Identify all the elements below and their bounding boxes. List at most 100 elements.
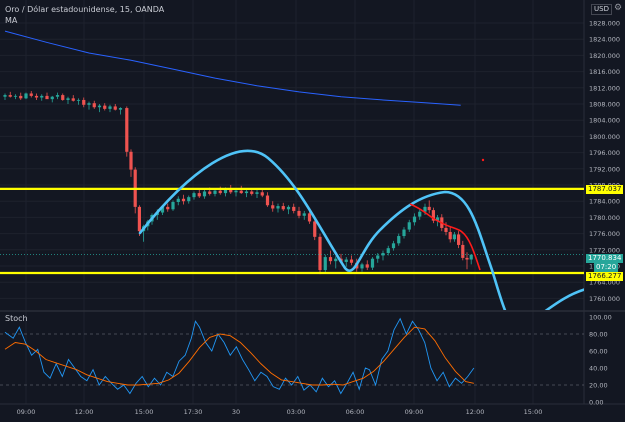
currency-button[interactable]: USD <box>591 4 612 15</box>
time-tick-label: 09:00 <box>17 408 36 416</box>
price-tick-label: 1824.000 <box>589 36 620 44</box>
gear-icon[interactable]: ⚙ <box>614 3 623 13</box>
drawings[interactable] <box>138 149 590 328</box>
candle-body <box>407 222 411 230</box>
candle-body <box>82 99 86 105</box>
time-tick-label: 09:00 <box>405 408 424 416</box>
candles <box>3 91 473 275</box>
stoch-tick-label: 40.00 <box>589 365 608 373</box>
candle-body <box>250 191 254 194</box>
blue-curve-tail <box>612 320 625 360</box>
price-tick-label: 1804.000 <box>589 117 620 125</box>
candle-body <box>292 206 296 211</box>
stoch-tick-label: 80.00 <box>589 331 608 339</box>
time-tick-label: 06:00 <box>346 408 365 416</box>
candle-body <box>239 190 243 194</box>
candle-body <box>55 95 60 97</box>
last-price-tag: 1770.834 <box>586 254 624 263</box>
candle-body <box>234 190 238 193</box>
moving-average-line <box>4 30 461 106</box>
time-tick-label: 12:00 <box>466 408 485 416</box>
candle-body <box>344 259 348 262</box>
candle-body <box>297 210 301 216</box>
candle-body <box>108 106 112 109</box>
stoch-tick-label: 60.00 <box>589 348 608 356</box>
candle-body <box>40 95 44 98</box>
candle-body <box>313 221 317 237</box>
price-tick-label: 1800.000 <box>589 133 620 141</box>
time-tick-label: 15:00 <box>135 408 154 416</box>
price-tick-label: 1772.000 <box>589 246 620 254</box>
candle-body <box>13 95 18 97</box>
candle-body <box>87 103 91 105</box>
red-marker-dot <box>481 158 485 162</box>
lower-line-price-tag: 1766.277 <box>586 272 624 281</box>
price-tick-label: 1764.000 <box>589 279 620 287</box>
time-axis[interactable]: 09:00 12:00 15:00 17:30 30 03:00 06:00 09:00 12:… <box>17 408 543 416</box>
candle-body <box>45 95 49 100</box>
candle-body <box>427 206 431 211</box>
candle-body <box>8 95 12 97</box>
candle-body <box>50 96 54 100</box>
candle-body <box>137 206 141 232</box>
candle-body <box>328 257 333 262</box>
price-tick-label: 1828.000 <box>589 20 620 28</box>
candle-body <box>218 190 222 194</box>
candle-body <box>223 189 228 194</box>
price-tick-label: 1776.000 <box>589 230 620 238</box>
candle-body <box>370 258 375 268</box>
candle-body <box>307 213 312 222</box>
candle-body <box>457 234 461 245</box>
price-tick-label: 1812.000 <box>589 84 620 92</box>
candle-body <box>118 108 123 110</box>
candle-body <box>29 93 33 96</box>
candle-body <box>181 198 186 202</box>
candle-body <box>260 192 264 196</box>
candle-body <box>381 253 385 256</box>
countdown-tag: 07:20 <box>594 263 619 272</box>
candle-body <box>202 191 207 197</box>
candle-body <box>197 193 201 197</box>
candle-body <box>129 151 133 170</box>
candle-body <box>76 99 81 101</box>
stoch-indicator-label[interactable]: Stoch <box>5 314 28 323</box>
candle-body <box>97 105 102 108</box>
time-tick-label: 30 <box>232 408 240 416</box>
candle-body <box>302 213 306 216</box>
candle-body <box>397 236 401 244</box>
candle-body <box>19 95 23 99</box>
candle-body <box>334 258 338 262</box>
price-axis[interactable]: 1828.000 1824.000 1820.000 1816.000 1812.000… <box>589 20 620 303</box>
stoch-tick-label: 0.00 <box>589 399 603 407</box>
candle-body <box>436 217 440 221</box>
symbol-title[interactable]: Oro / Dólar estadounidense, 15, OANDA <box>5 5 165 14</box>
time-tick-label: 17:30 <box>184 408 203 416</box>
candle-body <box>192 193 196 198</box>
candle-body <box>423 206 427 212</box>
stoch-axis: 100.00 80.00 60.00 40.00 20.00 0.00 <box>589 314 612 407</box>
candle-body <box>281 206 285 210</box>
candle-body <box>3 95 7 97</box>
candle-body <box>208 191 212 194</box>
price-tick-label: 1808.000 <box>589 101 620 109</box>
blue-projection-curve <box>138 149 584 310</box>
ma-indicator-label[interactable]: MA <box>5 16 18 25</box>
candle-body <box>360 264 364 269</box>
candle-body <box>92 103 96 108</box>
candle-body <box>412 216 417 223</box>
candle-body <box>66 98 70 100</box>
candle-body <box>213 190 217 194</box>
candle-body <box>349 259 354 263</box>
candle-body <box>461 244 465 258</box>
candle-body <box>452 234 456 240</box>
candle-body <box>229 189 233 193</box>
price-tick-label: 1760.000 <box>589 295 620 303</box>
stoch-d-line <box>4 326 474 386</box>
candle-body <box>113 106 117 110</box>
candle-body <box>271 205 275 209</box>
candle-body <box>187 197 191 202</box>
candle-body <box>318 236 322 271</box>
candle-body <box>276 206 280 209</box>
candle-body <box>444 227 448 232</box>
